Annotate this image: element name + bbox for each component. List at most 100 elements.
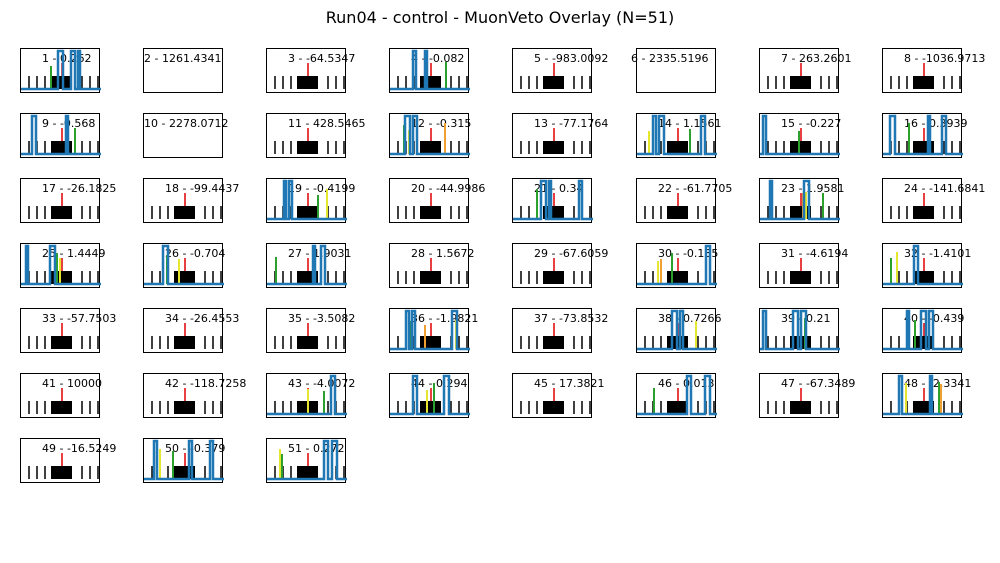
waveform-trace [144,244,224,286]
panel-plot [767,63,838,89]
panel-24: 24 - -141.6841 [882,178,985,223]
panel-plot [21,49,101,91]
panel-21: 21 - 0.34 [512,178,593,223]
signal-box [667,271,688,284]
signal-box [790,141,811,154]
waveform-trace [883,244,963,286]
panel-40: 40 - -0.439 [882,308,964,353]
panel-26: 26 - -0.704 [143,243,225,288]
panel-33: 33 - -57.7503 [20,308,116,353]
signal-box [297,336,318,349]
panel-plot [637,309,717,351]
panel-plot [520,388,591,414]
signal-box [543,141,564,154]
panel-plot [267,439,347,481]
signal-box [297,76,318,89]
panel-29: 29 - -67.6059 [512,243,608,288]
panel-plot [390,49,470,91]
signal-box [174,401,195,414]
panel-9: 9 - -0.568 [20,113,101,158]
waveform-trace [21,114,101,156]
panel-plot [637,244,717,286]
panel-label: 24 - -141.6841 [904,182,986,195]
waveform-trace [760,309,840,351]
panel-label: 22 - -61.7705 [658,182,733,195]
panel-47: 47 - -67.3489 [759,373,855,418]
panel-label: 47 - -67.3489 [781,377,856,390]
panel-label: 27 - 1.9031 [288,247,352,260]
panel-plot [520,258,591,284]
panel-25: 25 - 1.4449 [20,243,105,288]
panel-label: 48 - -2.3341 [904,377,972,390]
panel-32: 32 - -1.4101 [882,243,971,288]
panel-plot [883,374,963,416]
panel-label: 34 - -26.4553 [165,312,240,325]
signal-box [420,141,441,154]
panel-label: 37 - -73.8532 [534,312,609,325]
panel-plot [267,374,347,416]
panel-label: 7 - 263.2601 [781,52,852,65]
panel-plot [267,244,347,286]
panel-20: 20 - -44.9986 [389,178,485,223]
panel-label: 19 - -0.4199 [288,182,356,195]
signal-box [420,271,441,284]
panel-28: 28 - 1.5672 [389,243,474,288]
panel-label: 23 - 1.9581 [781,182,845,195]
panel-plot [513,179,593,221]
panel-plot [274,128,345,154]
waveform-trace [637,114,717,156]
panel-label: 20 - -44.9986 [411,182,486,195]
signal-box [174,206,195,219]
waveform-trace [637,309,717,351]
panel-8: 8 - -1036.9713 [882,48,985,93]
signal-box [790,271,811,284]
panel-plot [28,453,99,479]
panel-plot [637,374,717,416]
signal-box [297,141,318,154]
panel-label: 5 - -983.0092 [534,52,609,65]
signal-box [51,336,72,349]
panel-plot [144,439,224,481]
panel-label: 41 - 10000 [42,377,102,390]
panel-42: 42 - -118.7258 [143,373,246,418]
panel-label: 38 - 0.7266 [658,312,722,325]
panel-label: 28 - 1.5672 [411,247,475,260]
signal-box [790,401,811,414]
panel-plot [644,193,715,219]
waveform-trace [390,114,470,156]
waveform-trace [21,49,101,91]
signal-box [667,401,688,414]
signal-box [297,206,318,219]
panel-27: 27 - 1.9031 [266,243,351,288]
panel-label: 12 - -0.315 [411,117,472,130]
panel-plot [21,244,101,286]
panel-plot [21,114,101,156]
panel-plot [390,309,470,351]
panel-46: 46 - 0.013 [636,373,717,418]
panel-label: 11 - 428.5465 [288,117,366,130]
waveform-trace [21,244,101,286]
waveform-trace [267,244,347,286]
signal-box [543,271,564,284]
signal-box [51,76,72,89]
panel-label: 43 - -4.0072 [288,377,356,390]
panel-label: 13 - -77.1764 [534,117,609,130]
waveform-trace [267,439,347,481]
panel-14: 14 - 1.1561 [636,113,721,158]
waveform-trace [390,309,470,351]
panel-plot [520,63,591,89]
panel-11: 11 - 428.5465 [266,113,365,158]
panel-12: 12 - -0.315 [389,113,472,158]
signal-box [913,336,934,349]
signal-box [913,271,934,284]
signal-box [543,336,564,349]
panel-plot [28,193,99,219]
panel-23: 23 - 1.9581 [759,178,844,223]
panel-plot [144,244,224,286]
waveform-trace [637,374,717,416]
panel-7: 7 - 263.2601 [759,48,851,93]
panel-label: 51 - 0.272 [288,442,345,455]
panel-plot [760,114,840,156]
panel-plot [397,258,468,284]
